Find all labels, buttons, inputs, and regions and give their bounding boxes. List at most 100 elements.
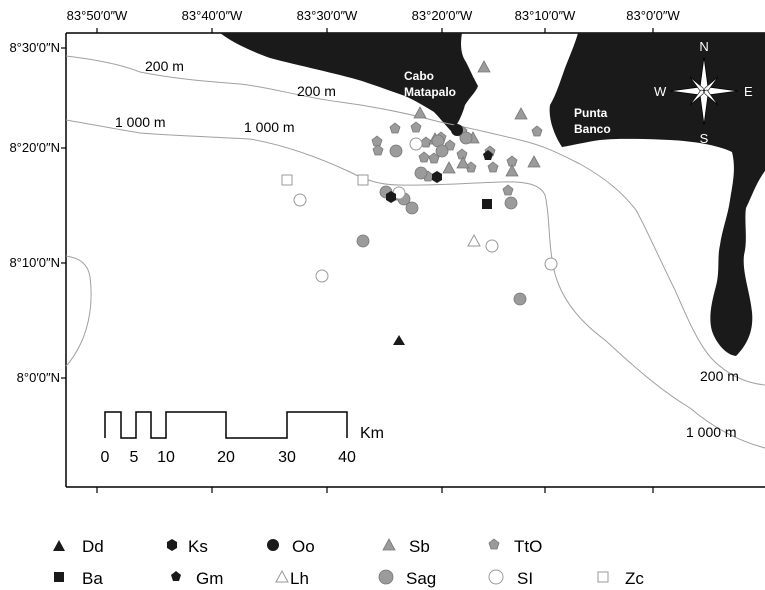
compass-w-label: W	[654, 84, 667, 99]
isobath-labels: 200 m 200 m 1 000 m 1 000 m 200 m 1 000 …	[115, 58, 739, 440]
scale-tick-10: 10	[157, 449, 175, 466]
ba-marker	[482, 199, 492, 209]
ks-marker	[432, 171, 442, 183]
legend-label-dd: Dd	[82, 537, 104, 556]
zc-marker	[357, 174, 369, 186]
tto-marker	[502, 184, 514, 196]
legend-label-ba: Ba	[82, 569, 103, 588]
legend-label-sb: Sb	[409, 537, 430, 556]
legend-label-tto: TtO	[514, 537, 542, 556]
legend-symbol-lh	[275, 569, 289, 583]
isobath-1000-label-center: 1 000 m	[244, 119, 295, 135]
tto-marker	[418, 151, 430, 163]
scale-tick-40: 40	[338, 449, 356, 466]
si-marker	[485, 239, 499, 253]
place-label-matapalo: Matapalo	[404, 85, 456, 99]
tto-marker	[420, 136, 432, 148]
legend-label-lh: Lh	[290, 569, 309, 588]
legend-label-si: SI	[517, 569, 533, 588]
scale-bar-labels: 0 5 10 20 30 40 Km	[101, 425, 384, 466]
sighting-markers	[281, 60, 558, 345]
legend-symbol-sb	[382, 538, 396, 551]
oo-marker	[451, 124, 463, 136]
isobath-1000-label-west: 1 000 m	[115, 114, 166, 130]
lat-label-2: 8°20′0″N	[9, 140, 60, 155]
isobath-200-label-east: 200 m	[700, 368, 739, 384]
sag-marker	[356, 234, 370, 248]
scale-tick-0: 0	[101, 449, 110, 466]
scale-tick-30: 30	[278, 449, 296, 466]
latitude-labels: 8°30′0″N 8°20′0″N 8°10′0″N 8°0′0″N	[9, 40, 60, 385]
si-marker	[293, 193, 307, 207]
legend-symbol-ks	[167, 539, 177, 551]
zc-marker	[281, 174, 293, 186]
legend-symbol-sag	[378, 569, 394, 585]
place-label-banco: Banco	[574, 122, 611, 136]
legend-symbol-gm	[171, 571, 181, 581]
si-marker	[409, 137, 423, 151]
sb-marker	[456, 156, 470, 169]
sb-marker	[505, 164, 519, 177]
land-masses	[220, 33, 765, 356]
lat-label-4: 8°0′0″N	[17, 370, 60, 385]
legend-symbol-dd	[53, 540, 65, 551]
sag-markers	[356, 131, 527, 306]
tto-marker	[371, 135, 383, 147]
lh-marker	[467, 233, 481, 247]
sb-marker	[514, 107, 528, 120]
lon-label-4: 83°20′0″W	[412, 8, 473, 23]
tto-marker	[444, 139, 456, 151]
compass-e-label: E	[744, 84, 753, 99]
lon-label-3: 83°30′0″W	[297, 8, 358, 23]
gm-marker	[483, 150, 493, 160]
ks-marker	[386, 191, 396, 203]
legend-symbol-tto	[488, 538, 500, 550]
compass-s-label: S	[700, 131, 709, 146]
sag-marker	[435, 144, 449, 158]
legend-symbol-zc	[597, 571, 609, 583]
lat-label-1: 8°30′0″N	[9, 40, 60, 55]
sb-marker	[477, 60, 491, 73]
lon-label-6: 83°0′0″W	[626, 8, 680, 23]
tto-marker	[372, 144, 384, 156]
legend: Dd Ks Oo Sb TtO Ba Gm Lh Sag SI Zc	[53, 537, 644, 588]
tto-marker	[456, 148, 468, 160]
sb-marker	[442, 161, 456, 174]
isobath-inner-line	[65, 255, 92, 367]
tto-marker	[531, 125, 543, 137]
lon-label-5: 83°10′0″W	[515, 8, 576, 23]
dd-marker	[393, 335, 405, 345]
lon-label-1: 83°50′0″W	[67, 8, 128, 23]
land-cabo-matapalo	[220, 33, 478, 132]
tto-marker	[389, 122, 401, 134]
legend-label-oo: Oo	[292, 537, 315, 556]
tto-marker	[428, 152, 440, 164]
land-punta-banco	[549, 33, 765, 356]
scale-tick-20: 20	[217, 449, 235, 466]
isobath-1000-label-east: 1 000 m	[686, 424, 737, 440]
compass-n-label: N	[699, 39, 708, 54]
tto-marker	[410, 121, 422, 133]
lon-label-2: 83°40′0″W	[182, 8, 243, 23]
legend-label-gm: Gm	[196, 569, 223, 588]
legend-label-ks: Ks	[188, 537, 208, 556]
sb-marker	[413, 106, 427, 119]
sag-marker	[389, 144, 403, 158]
si-marker	[544, 257, 558, 271]
compass-rose: N S E W	[654, 39, 753, 146]
place-labels: Cabo Matapalo Punta Banco	[404, 69, 611, 136]
zc-markers	[281, 174, 369, 186]
isobath-200-label-center: 200 m	[297, 83, 336, 99]
legend-label-zc: Zc	[625, 569, 644, 588]
legend-label-sag: Sag	[406, 569, 436, 588]
place-label-punta: Punta	[574, 106, 608, 120]
sb-marker	[527, 155, 541, 168]
place-label-cabo: Cabo	[404, 69, 434, 83]
isobath-200-line	[65, 55, 765, 386]
tto-marker	[487, 161, 499, 173]
legend-symbol-oo	[267, 539, 279, 551]
legend-symbol-si	[488, 569, 504, 585]
latitude-ticks	[61, 47, 66, 379]
lat-label-3: 8°10′0″N	[9, 255, 60, 270]
